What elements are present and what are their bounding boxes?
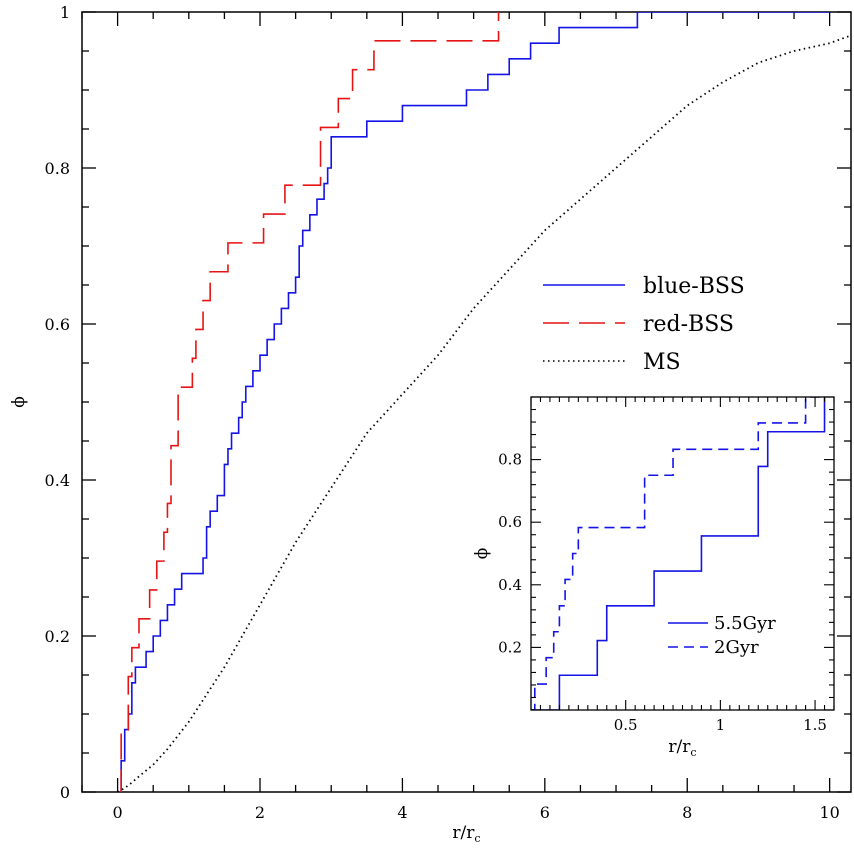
inset-legend-label: 2Gyr <box>714 637 759 658</box>
legend-label: blue-BSS <box>643 274 745 299</box>
y-tick-label: 0 <box>60 783 70 802</box>
main-ticks: 0 2 4 6 8 10 0 0.2 0.4 0.6 0.8 1 <box>45 3 851 822</box>
inset-x-tick-label: 0.5 <box>614 716 638 734</box>
inset-y-axis-label: ϕ <box>472 548 492 560</box>
inset-x-tick-label: 1.5 <box>803 716 827 734</box>
y-tick-label: 1 <box>60 3 70 22</box>
y-tick-label: 0.2 <box>45 627 70 646</box>
legend-label: MS <box>643 350 681 375</box>
inset-y-tick-label: 0.4 <box>498 576 522 594</box>
inset-y-tick-label: 0.6 <box>498 513 522 531</box>
inset-x-axis-label: r/rc <box>668 737 696 759</box>
x-tick-label: 4 <box>397 803 407 822</box>
y-tick-label: 0.6 <box>45 315 70 334</box>
main-legend: blue-BSS red-BSS MS <box>543 274 745 375</box>
inset-y-tick-label: 0.2 <box>498 638 522 656</box>
x-tick-label: 8 <box>682 803 692 822</box>
inset-plot: 0.5 1 1.5 0.2 0.4 0.6 0.8 r/rc ϕ 5.5Gyr 2Gyr <box>472 395 836 768</box>
inset-plot-background <box>476 395 836 768</box>
x-tick-label: 2 <box>255 803 265 822</box>
inset-series-line-5.5Gyr <box>531 397 826 710</box>
main-plot: 0 2 4 6 8 10 0 0.2 0.4 0.6 0.8 1 r/rc ϕ <box>9 3 852 845</box>
inset-legend: 5.5Gyr 2Gyr <box>668 613 776 658</box>
x-tick-label: 0 <box>113 803 123 822</box>
series-line-red-BSS <box>117 12 500 792</box>
legend-label: red-BSS <box>643 312 734 337</box>
y-tick-label: 0.8 <box>45 159 70 178</box>
series-line-blue-BSS <box>117 12 830 792</box>
y-tick-label: 0.4 <box>45 471 70 490</box>
main-series-group <box>117 12 851 792</box>
inset-series-group <box>531 397 826 710</box>
main-x-axis-label: r/rc <box>452 823 480 845</box>
inset-legend-label: 5.5Gyr <box>714 613 776 634</box>
main-y-axis-label: ϕ <box>9 396 29 408</box>
inset-ticks: 0.5 1 1.5 0.2 0.4 0.6 0.8 <box>498 396 835 734</box>
inset-y-tick-label: 0.8 <box>498 451 522 469</box>
x-tick-label: 6 <box>540 803 550 822</box>
inset-x-tick-label: 1 <box>716 716 726 734</box>
x-tick-label: 10 <box>819 803 839 822</box>
inset-series-line-2Gyr <box>531 397 825 710</box>
